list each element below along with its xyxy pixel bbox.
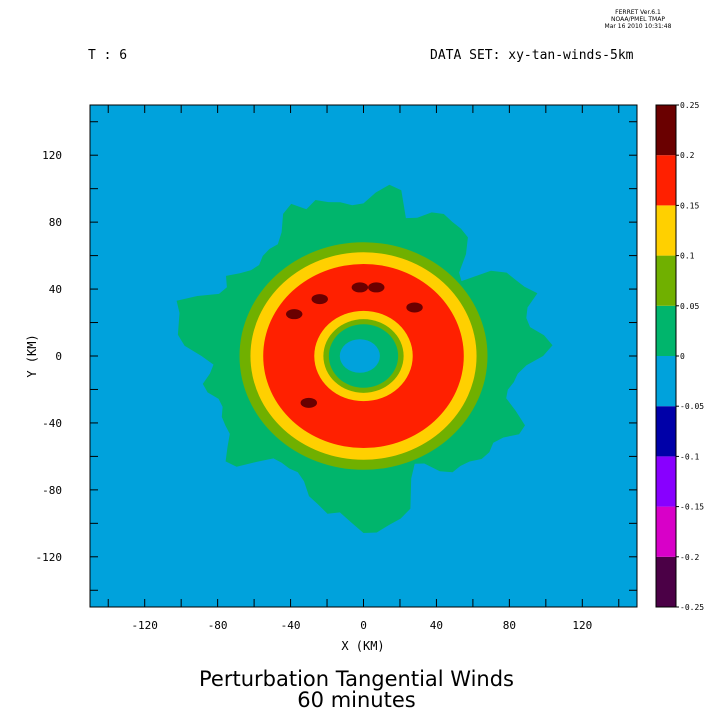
max-patch-4 <box>406 302 423 313</box>
x-axis-label: X (KM) <box>341 639 384 653</box>
plot-title: Perturbation Tangential Winds <box>199 667 514 691</box>
eye-region <box>339 339 380 373</box>
colorbar-label: -0.2 <box>680 553 699 562</box>
y-tick-label: -80 <box>42 484 62 497</box>
colorbar-swatch <box>656 556 676 607</box>
dataset-label: DATA SET: xy-tan-winds-5km <box>430 48 634 63</box>
ferret-org: NOAA/PMEL TMAP <box>611 16 665 23</box>
y-tick-label: 120 <box>42 149 62 162</box>
colorbar-swatch <box>656 456 676 507</box>
colorbar-label: -0.25 <box>680 603 704 612</box>
colorbar-swatch <box>656 506 676 557</box>
colorbar-swatch <box>656 205 676 256</box>
x-tick-label: -80 <box>208 619 228 632</box>
colorbar-swatch <box>656 105 676 156</box>
x-tick-label: 0 <box>360 619 367 632</box>
max-patch-0 <box>286 309 303 320</box>
y-tick-label: 80 <box>49 216 62 229</box>
y-tick-label: 0 <box>55 350 62 363</box>
y-axis-label: Y (KM) <box>25 334 39 377</box>
colorbar-swatch <box>656 406 676 457</box>
ferret-date: Mar 16 2010 10:31:48 <box>604 23 672 30</box>
max-patch-5 <box>300 397 318 408</box>
colorbar-swatch <box>656 155 676 206</box>
colorbar-label: -0.15 <box>680 503 704 512</box>
colorbar-label: -0.1 <box>680 452 699 461</box>
x-tick-label: 40 <box>430 619 443 632</box>
max-patch-1 <box>311 294 328 305</box>
max-patch-2 <box>351 282 369 293</box>
x-tick-label: -120 <box>131 619 158 632</box>
plot-subtitle: 60 minutes <box>297 688 416 712</box>
x-tick-label: 80 <box>503 619 516 632</box>
colorbar-swatch <box>656 356 676 407</box>
colorbar-label: 0.25 <box>680 101 699 110</box>
colorbar-label: 0.15 <box>680 201 699 210</box>
colorbar-label: 0.1 <box>680 252 695 261</box>
ferret-version: FERRET Ver.6.1 <box>615 9 661 16</box>
colorbar-swatch <box>656 255 676 306</box>
time-label: T : 6 <box>88 48 128 63</box>
ferret-stamp: FERRET Ver.6.1 NOAA/PMEL TMAP Mar 16 201… <box>598 9 678 30</box>
colorbar-label: 0 <box>680 352 685 361</box>
colorbar-label: -0.05 <box>680 402 704 411</box>
colorbar-label: 0.2 <box>680 151 695 160</box>
max-patch-3 <box>368 282 385 293</box>
y-tick-label: -120 <box>36 551 63 564</box>
y-tick-label: -40 <box>42 417 62 430</box>
x-tick-label: 120 <box>572 619 592 632</box>
y-tick-label: 40 <box>49 283 62 296</box>
x-tick-label: -40 <box>281 619 301 632</box>
colorbar-swatch <box>656 305 676 356</box>
colorbar-label: 0.05 <box>680 302 699 311</box>
